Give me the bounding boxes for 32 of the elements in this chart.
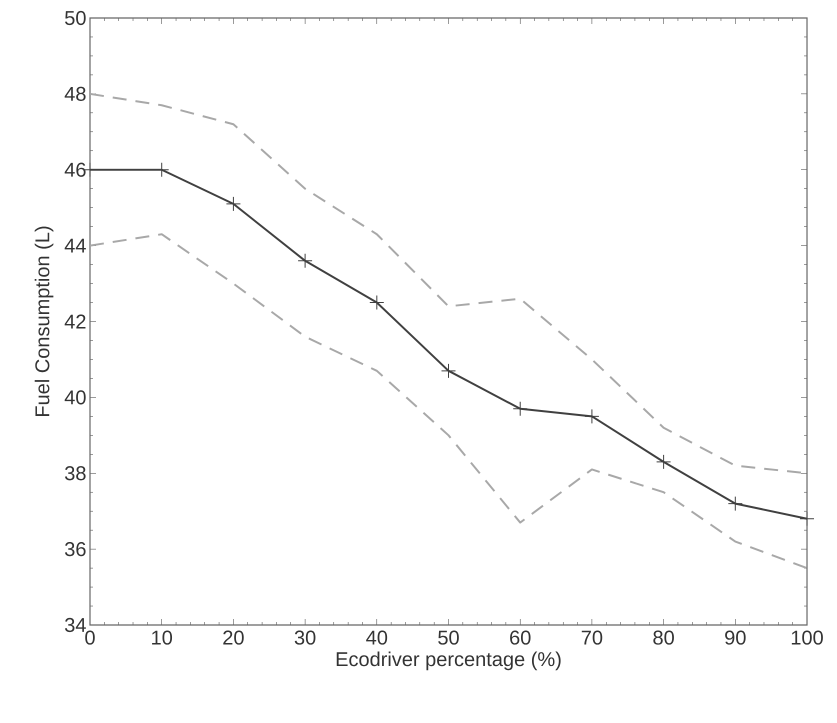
point xyxy=(441,363,456,378)
x-tick-label: 10 xyxy=(152,630,172,645)
y-axis-title: Fuel Consumption (L) xyxy=(34,226,54,416)
x-tick-label: 80 xyxy=(653,630,674,645)
y-tick-label: 48 xyxy=(64,86,86,101)
x-tick-label: 70 xyxy=(582,630,602,645)
x-tick-label: 20 xyxy=(223,630,244,645)
x-axis-title: Ecodriver percentage (%) xyxy=(336,652,561,670)
point xyxy=(728,496,743,512)
y-tick-label: 46 xyxy=(64,162,86,177)
y-tick-label: 38 xyxy=(64,466,86,480)
point xyxy=(656,454,672,470)
point xyxy=(800,511,815,526)
x-tick-label: 30 xyxy=(294,630,316,645)
line-series xyxy=(90,233,808,570)
x-tick-label: 50 xyxy=(438,630,459,645)
y-tick-label: 50 xyxy=(65,10,86,26)
x-tick-label: 0 xyxy=(85,630,95,645)
point xyxy=(584,408,600,424)
point xyxy=(369,295,384,310)
point xyxy=(226,196,241,212)
y-tick-label: 34 xyxy=(64,618,86,632)
point xyxy=(512,401,528,416)
y-tick-label: 40 xyxy=(64,390,86,404)
x-tick-label: 90 xyxy=(725,630,746,645)
x-tick-label: 100 xyxy=(792,630,823,645)
y-tick-label: 36 xyxy=(64,542,86,556)
y-tick-label: 42 xyxy=(64,314,86,328)
x-tick-label: 60 xyxy=(510,630,531,645)
y-tick-label: 44 xyxy=(64,238,86,252)
point xyxy=(298,253,313,268)
x-tick-label: 40 xyxy=(366,630,388,645)
